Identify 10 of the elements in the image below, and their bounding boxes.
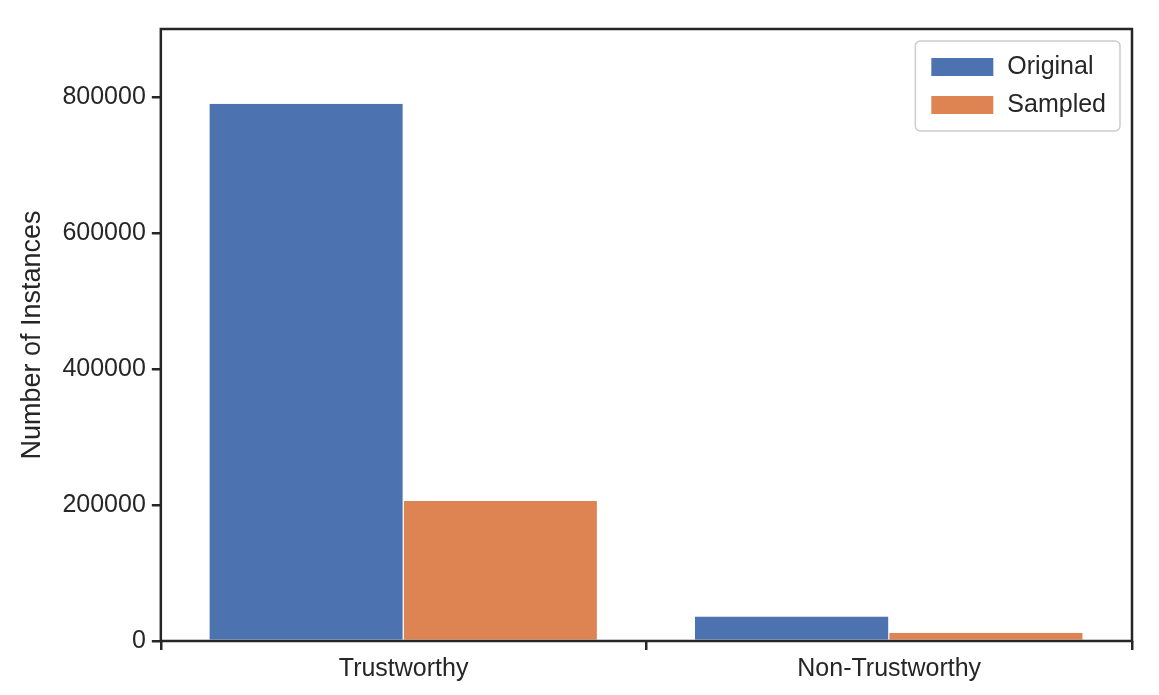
y-tick-label: 0 <box>131 624 146 653</box>
y-tick-label: 600000 <box>62 216 146 245</box>
y-tick-label: 200000 <box>62 488 146 517</box>
y-tick-label: 800000 <box>62 80 146 109</box>
x-tick-label: Trustworthy <box>338 652 469 681</box>
x-tick-label: Non-Trustworthy <box>797 652 982 681</box>
legend-label: Original <box>1007 50 1094 79</box>
y-axis-title: Number of Instances <box>15 210 46 460</box>
legend-label: Sampled <box>1007 88 1106 117</box>
y-tick-label: 400000 <box>62 352 146 381</box>
